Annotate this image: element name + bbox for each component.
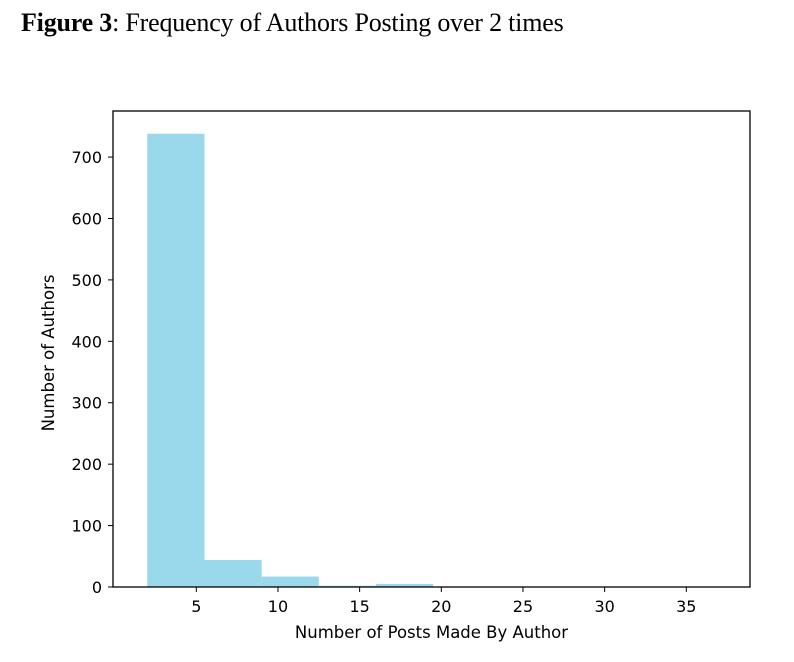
y-tick-label: 700 [71,148,102,167]
x-tick-label: 30 [594,597,614,616]
y-tick-label: 300 [71,394,102,413]
y-axis-label: Number of Authors [39,275,58,432]
histogram-bars [147,133,434,587]
y-tick-label: 500 [71,271,102,290]
histogram-bar [261,576,319,587]
x-tick-label: 25 [513,597,533,616]
y-tick-label: 100 [71,517,102,536]
figure-caption: Figure 3: Frequency of Authors Posting o… [21,8,564,38]
histogram-bar [375,583,434,587]
y-axis: 0 100 200 300 400 500 600 700 [71,148,113,597]
histogram-bar [204,559,262,587]
x-tick-label: 15 [349,597,369,616]
y-tick-label: 600 [71,209,102,228]
x-tick-label: 20 [431,597,451,616]
y-tick-label: 0 [92,578,102,597]
x-tick-label: 5 [191,597,201,616]
y-tick-label: 400 [71,332,102,351]
figure-label: Figure 3 [21,8,113,37]
x-tick-label: 35 [676,597,696,616]
plot-frame [112,110,751,588]
y-tick-label: 200 [71,455,102,474]
x-axis: 5 10 15 20 25 30 35 [191,587,696,616]
figure-caption-text: : Frequency of Authors Posting over 2 ti… [112,8,564,37]
histogram-bar [147,133,205,587]
x-tick-label: 10 [268,597,288,616]
x-axis-label: Number of Posts Made By Author [295,623,568,642]
